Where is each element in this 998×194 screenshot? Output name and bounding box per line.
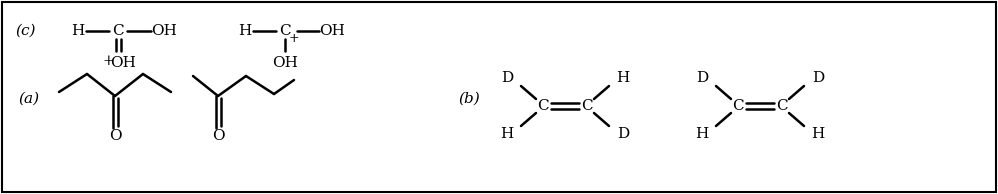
Text: D: D [812,71,824,85]
Text: O: O [212,129,225,143]
Text: C: C [537,99,549,113]
Text: D: D [501,71,513,85]
Text: C: C [112,24,124,38]
Text: C: C [733,99,744,113]
Text: O: O [109,129,122,143]
Text: OH: OH [272,56,298,70]
Text: (c): (c) [15,24,36,38]
Text: H: H [811,127,824,141]
Text: D: D [617,127,629,141]
Text: D: D [696,71,709,85]
Text: (b): (b) [458,92,480,106]
Text: OH: OH [151,24,177,38]
Text: +: + [288,31,299,44]
Text: H: H [239,24,251,38]
Text: C: C [279,24,290,38]
Text: C: C [581,99,593,113]
Text: H: H [500,127,514,141]
Text: H: H [72,24,85,38]
FancyBboxPatch shape [2,2,996,192]
Text: OH: OH [110,56,136,70]
Text: +: + [102,54,114,68]
Text: H: H [617,71,630,85]
Text: C: C [776,99,787,113]
Text: OH: OH [319,24,345,38]
Text: (a): (a) [18,92,39,106]
Text: H: H [696,127,709,141]
